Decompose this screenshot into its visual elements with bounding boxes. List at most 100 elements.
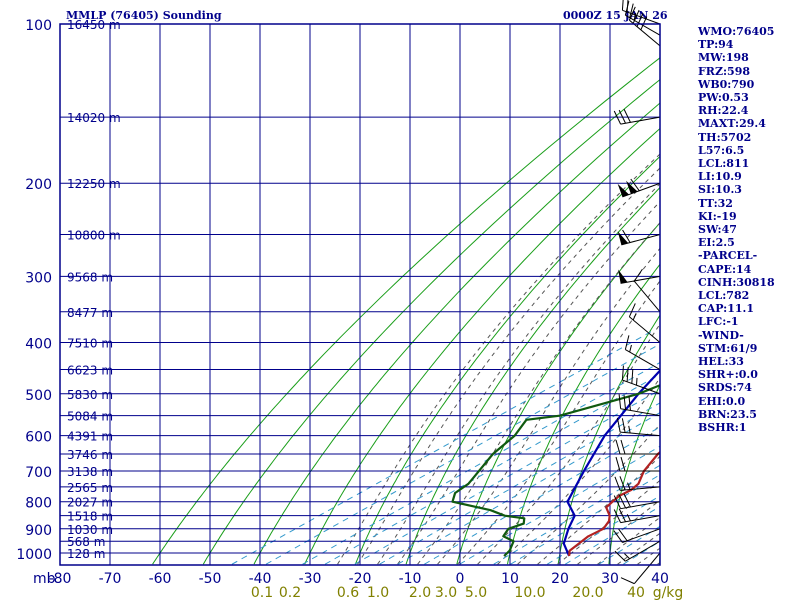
mixing-ratio-line: [265, 343, 660, 565]
height-label: 4391 m: [67, 430, 113, 444]
stat-item: -WIND-: [698, 328, 744, 342]
parcel-path-line: [562, 368, 660, 557]
stat-item: PW:0.53: [698, 91, 749, 105]
dry-adiabat: [152, 57, 660, 565]
wind-barb-flag: [621, 418, 626, 433]
temperature-tick-label: -60: [149, 571, 172, 587]
wind-barb: [628, 303, 661, 343]
temperature-tick-label: -20: [349, 571, 372, 587]
dry-adiabat: [304, 127, 660, 565]
stat-item: STM:61/9: [698, 341, 758, 355]
pressure-tick-label: 200: [25, 177, 52, 193]
stat-item: BSHR:1: [698, 421, 747, 435]
mixing-ratio-line: [379, 402, 660, 565]
wind-barb-staff: [625, 349, 661, 370]
wind-barb-flag: [621, 0, 624, 11]
wind-barb-half-flag: [632, 313, 637, 321]
dry-adiabat: [202, 78, 660, 565]
sounding-datetime: 0000Z 15 JAN 26: [563, 9, 668, 22]
stat-item: LCL:782: [698, 289, 750, 303]
wind-barb-flag: [614, 550, 626, 562]
wind-barb-half-flag: [624, 553, 631, 560]
mixing-ratio-line: [302, 362, 660, 565]
wind-barb: [621, 0, 661, 25]
wind-barb-staff: [620, 408, 661, 417]
wind-barb: [621, 365, 661, 395]
mixing-ratio-label: 3.0: [435, 585, 457, 600]
dry-adiabat: [557, 314, 660, 565]
wind-barb-half-flag: [629, 344, 632, 353]
wind-barb-flag: [618, 394, 622, 409]
height-label: 3746 m: [67, 448, 113, 462]
mixing-ratio-label: 5.0: [465, 585, 487, 600]
height-label: 8477 m: [67, 306, 113, 320]
wind-barb: [614, 476, 661, 491]
height-label: 16450 m: [67, 18, 121, 32]
dry-adiabat: [608, 383, 660, 565]
mixing-ratio-label: 20.0: [572, 585, 603, 600]
temperature-tick-label: 40: [651, 571, 669, 587]
wind-barb-half-flag: [633, 13, 637, 21]
wind-barb-flag: [613, 509, 622, 523]
wind-barb-flag: [626, 367, 629, 382]
height-label: 5830 m: [67, 388, 113, 402]
height-label: 5084 m: [67, 410, 113, 424]
wind-barb-flag: [613, 110, 622, 125]
grid-lines: [59, 23, 661, 565]
pressure-tick-label: 500: [25, 388, 52, 404]
wind-barb-flag: [623, 395, 627, 410]
height-label: 12250 m: [67, 177, 121, 191]
wind-barb-flag: [622, 229, 631, 243]
stat-item: LFC:-1: [698, 315, 739, 329]
temperature-tick-label: 10: [501, 571, 519, 587]
wind-barb-flag: [618, 528, 628, 542]
dewpoint-line: [451, 384, 660, 557]
temperature-tick-label: 0: [456, 571, 465, 587]
wind-barb-half-flag: [626, 514, 631, 522]
wind-barb-pennant: [617, 183, 629, 197]
wind-barb: [613, 528, 661, 543]
height-label: 2565 m: [67, 481, 113, 495]
wind-barb-flag: [620, 456, 626, 472]
wind-barb: [615, 456, 660, 472]
mixing-ratio-label: 10.0: [514, 585, 545, 600]
wind-barb-flag: [613, 495, 622, 509]
stat-item: LI:10.9: [698, 170, 742, 184]
wind-barb: [617, 229, 661, 246]
stat-item: MAXT:29.4: [698, 117, 766, 131]
mixing-ratio-label: 0.2: [279, 585, 301, 600]
wind-barb-flag: [619, 476, 626, 491]
sounding-title: MMLP (76405) Sounding: [66, 9, 222, 22]
height-label: 2027 m: [67, 496, 113, 510]
dry-adiabat: [354, 155, 660, 565]
wind-barb-staff: [622, 528, 661, 543]
moist-adiabat: [377, 182, 660, 565]
stat-item: EI:2.5: [698, 236, 735, 250]
wind-barb: [614, 540, 661, 562]
wind-barb: [624, 335, 661, 370]
wind-barb-flag: [613, 530, 623, 543]
wind-barb-flag: [632, 9, 640, 24]
height-label: 568 m: [67, 535, 105, 549]
wind-barb-flag: [623, 493, 631, 508]
wind-barb: [613, 109, 661, 125]
wind-barb-flag: [633, 268, 643, 282]
wind-barb-staff: [620, 116, 661, 125]
wind-barb: [618, 269, 661, 284]
stat-item: CAPE:14: [698, 262, 752, 276]
mixing-ratio-label: 1.0: [367, 585, 389, 600]
wind-barb-pennant: [617, 231, 629, 245]
stat-item: BRN:23.5: [698, 407, 757, 421]
stat-item: SW:47: [698, 223, 737, 237]
wind-barb-flag: [616, 417, 621, 433]
wind-barb-half-flag: [627, 482, 631, 490]
stat-item: HEL:33: [698, 355, 744, 369]
stat-item: RH:22.4: [698, 104, 749, 118]
pressure-tick-label: 900: [25, 523, 52, 539]
wind-barb-staff: [620, 275, 661, 284]
stat-item: SRDS:74: [698, 381, 752, 395]
wind-barb-pennant: [626, 180, 638, 194]
height-label: 10800 m: [67, 229, 121, 243]
height-label: 1030 m: [67, 523, 113, 537]
stat-item: KI:-19: [698, 209, 737, 223]
